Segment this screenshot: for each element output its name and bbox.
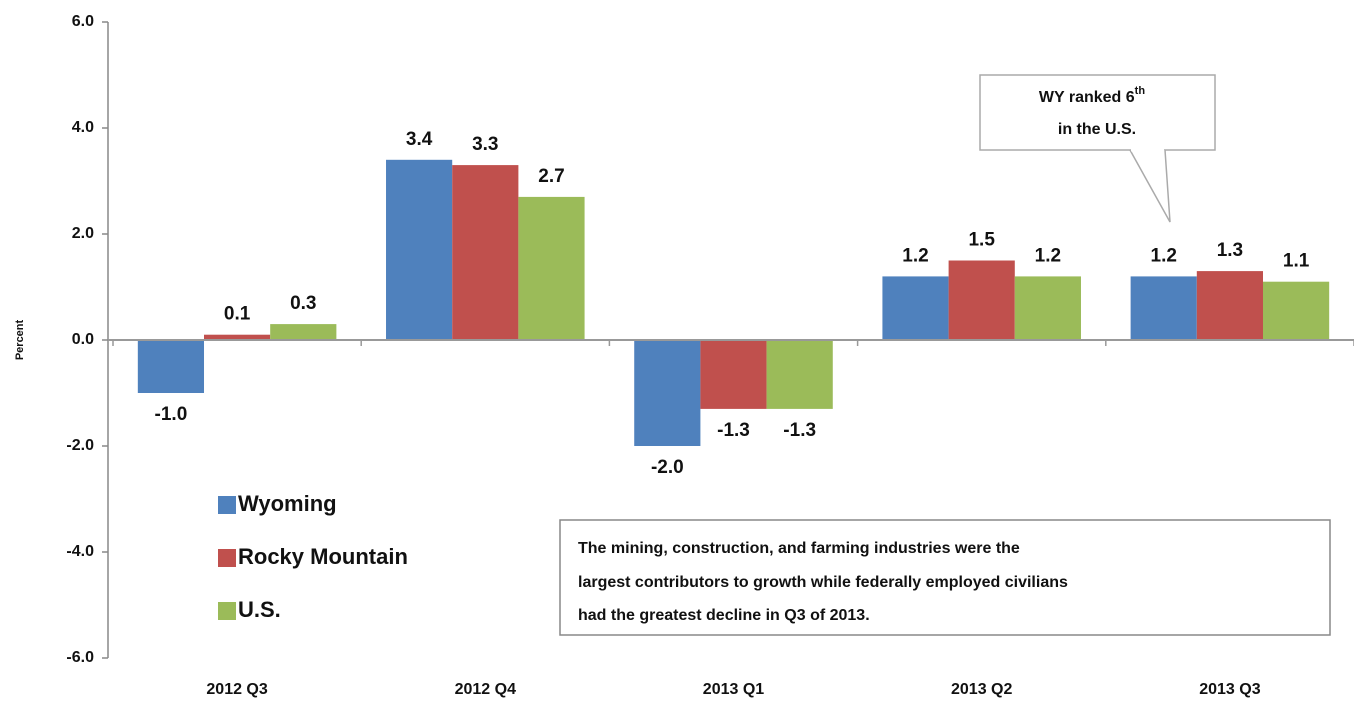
bar [1014,276,1081,340]
value-label: 3.4 [406,129,433,150]
legend-label: U.S. [238,597,281,622]
value-label: -2.0 [651,457,684,478]
callout-main: WY ranked 6 [1039,89,1135,106]
x-tick-label: 2012 Q3 [206,681,267,698]
value-label: -1.3 [783,420,816,441]
y-tick-label: 2.0 [72,225,94,242]
legend-swatch [218,549,236,567]
value-label: 1.5 [968,230,995,251]
legend-swatch [218,602,236,620]
note-line: The mining, construction, and farming in… [578,540,1020,557]
callout-text: WY ranked 6th [1039,85,1145,106]
callout-text-2: in the U.S. [1058,121,1136,138]
bar [766,340,833,409]
bar [1130,276,1197,340]
note-line: had the greatest decline in Q3 of 2013. [578,607,870,624]
y-tick-label: -4.0 [66,543,94,560]
value-label: 0.3 [290,293,316,314]
legend-label: Rocky Mountain [238,544,408,569]
bar [700,340,767,409]
bar [1262,281,1330,340]
value-label: 1.2 [1151,245,1177,266]
y-tick-label: -2.0 [66,437,94,454]
bar [1196,271,1263,340]
bar [452,165,519,340]
bar [386,159,453,340]
bar [518,196,585,340]
bar [634,340,701,446]
value-label: 1.2 [902,245,928,266]
value-label: 2.7 [538,166,564,187]
callout-sup: th [1135,85,1146,97]
bar [137,340,205,393]
note-line: largest contributors to growth while fed… [578,574,1068,591]
note-box [559,519,1331,636]
y-tick-label: 6.0 [72,13,94,30]
value-label: 1.1 [1283,251,1310,272]
y-tick-label: -6.0 [66,649,94,666]
bar [882,276,949,340]
value-label: 3.3 [472,134,498,155]
callout-pointer [1129,149,1171,223]
y-tick-label: 4.0 [72,119,94,136]
callout-box [979,74,1216,151]
value-label: 1.2 [1035,245,1061,266]
value-label: -1.3 [717,420,750,441]
value-label: 0.1 [224,304,251,325]
y-tick-label: 0.0 [72,331,94,348]
bar [270,324,337,340]
y-axis-label: Percent [14,319,26,360]
value-label: 1.3 [1217,240,1243,261]
x-tick-label: 2013 Q1 [703,681,764,698]
x-tick-label: 2013 Q2 [951,681,1012,698]
x-tick-label: 2012 Q4 [455,681,516,698]
x-tick-label: 2013 Q3 [1199,681,1260,698]
bar [204,334,271,340]
legend-swatch [218,496,236,514]
bar [948,260,1015,340]
value-label: -1.0 [155,404,188,425]
legend-label: Wyoming [238,491,337,516]
